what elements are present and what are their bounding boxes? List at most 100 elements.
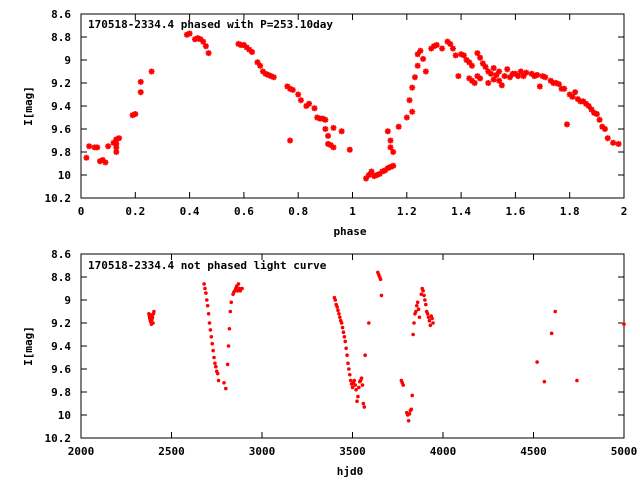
data-point (572, 89, 579, 96)
data-point (411, 332, 415, 337)
data-point (149, 313, 154, 317)
data-point (265, 71, 272, 78)
data-point (205, 50, 212, 57)
data-point (129, 112, 136, 119)
data-point (384, 165, 391, 172)
y-tick-label: 9.4 (51, 100, 71, 113)
y-axis-label: I[mag] (22, 86, 35, 126)
data-point (406, 97, 413, 104)
data-point (352, 378, 357, 383)
data-point (346, 146, 353, 153)
x-tick-label: 0.6 (234, 205, 254, 218)
data-point (566, 91, 573, 98)
data-point (591, 109, 598, 116)
data-point (183, 31, 190, 38)
data-point (213, 361, 217, 366)
y-tick-label: 9.2 (51, 77, 71, 90)
data-point (615, 140, 622, 147)
data-point (357, 385, 361, 390)
data-point (477, 54, 484, 61)
data-point (407, 412, 412, 416)
y-tick-label: 9.8 (51, 146, 71, 159)
data-point (235, 40, 242, 47)
data-point (325, 132, 332, 139)
data-point (314, 114, 321, 121)
data-point (194, 35, 201, 42)
data-point (504, 66, 511, 73)
data-point (496, 68, 503, 75)
data-point (395, 123, 402, 130)
data-point (575, 378, 579, 383)
data-point (515, 73, 522, 80)
data-point (485, 80, 492, 86)
y-tick-label: 9.2 (51, 317, 71, 330)
data-point (368, 168, 375, 175)
data-point (336, 308, 340, 313)
data-point (430, 43, 437, 50)
data-point (366, 321, 371, 325)
y-tick-label: 10.2 (45, 432, 72, 445)
data-point (339, 321, 344, 325)
data-point (482, 63, 489, 70)
data-point (287, 137, 294, 144)
data-point (212, 355, 216, 360)
data-point (539, 73, 546, 80)
data-point (596, 116, 603, 123)
y-tick-label: 9.4 (51, 340, 71, 353)
data-point (379, 293, 384, 298)
data-point (384, 128, 391, 135)
y-tick-label: 9.8 (51, 386, 71, 399)
data-point (340, 325, 345, 330)
data-point (197, 36, 204, 43)
data-point (359, 376, 364, 381)
data-point (458, 51, 465, 58)
x-tick-label: 2500 (158, 445, 185, 458)
data-point (363, 353, 367, 358)
data-point (512, 70, 519, 77)
data-point (498, 82, 505, 89)
data-point (417, 47, 424, 54)
data-point (424, 302, 428, 307)
y-tick-label: 8.6 (51, 248, 71, 261)
data-point (553, 309, 558, 314)
data-point (460, 52, 467, 59)
data-point (347, 367, 351, 371)
plot-frame (80, 253, 625, 439)
data-point (468, 77, 475, 84)
data-point (306, 100, 313, 107)
data-point (455, 73, 462, 80)
data-point (224, 386, 228, 391)
data-point (132, 111, 139, 118)
data-point (409, 108, 416, 115)
data-point (477, 75, 484, 82)
data-point (83, 154, 90, 161)
data-point (350, 385, 355, 390)
data-point (534, 71, 541, 78)
data-point (215, 371, 220, 376)
data-point (330, 144, 337, 151)
data-point (412, 321, 416, 325)
data-point (211, 348, 215, 353)
data-point (354, 387, 358, 392)
data-point (371, 173, 378, 180)
data-point (549, 331, 554, 336)
data-point (97, 158, 104, 165)
data-point (225, 362, 230, 367)
data-point (268, 73, 275, 80)
data-point (542, 74, 549, 81)
data-point (236, 282, 241, 286)
data-point (209, 335, 214, 339)
data-point (433, 42, 440, 49)
data-point (474, 73, 481, 80)
data-point (419, 292, 424, 297)
x-tick-label: 0.2 (125, 205, 145, 218)
data-point (246, 46, 253, 53)
data-point (319, 115, 326, 122)
data-point (341, 330, 346, 335)
data-point (262, 70, 269, 77)
data-point (257, 62, 264, 69)
data-point (493, 71, 500, 78)
data-point (254, 59, 261, 66)
